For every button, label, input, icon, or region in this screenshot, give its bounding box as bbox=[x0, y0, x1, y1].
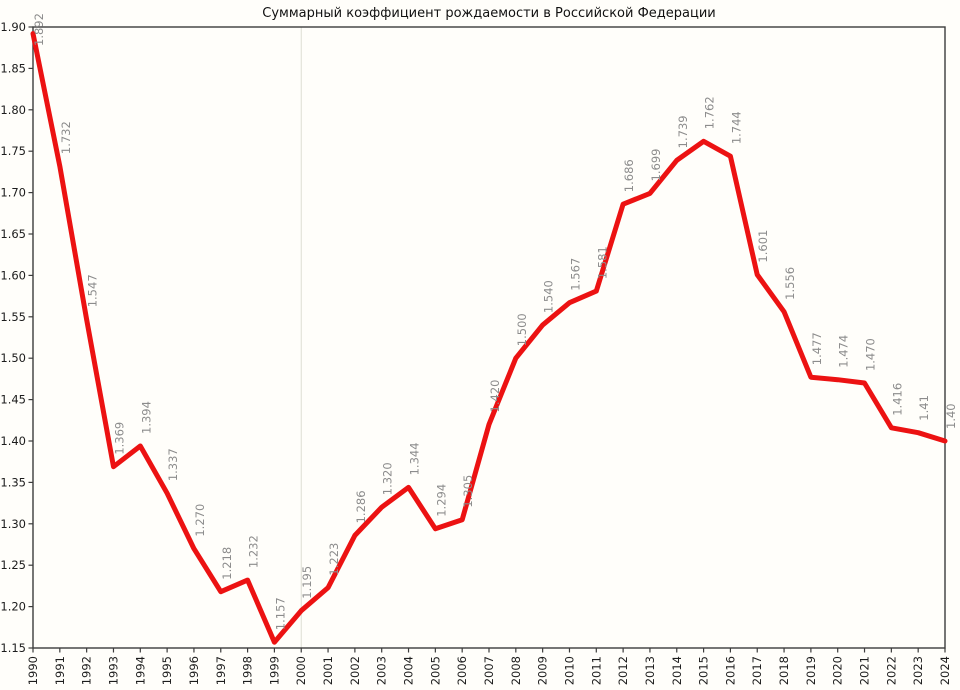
x-tick-label: 2004 bbox=[402, 656, 416, 685]
point-value-label: 1.344 bbox=[408, 442, 422, 475]
x-tick-label: 1997 bbox=[214, 656, 228, 685]
point-value-label: 1.394 bbox=[139, 401, 153, 434]
point-value-label: 1.337 bbox=[166, 448, 180, 481]
point-value-label: 1.474 bbox=[837, 335, 851, 368]
y-tick-label: 1.60 bbox=[0, 268, 26, 282]
x-tick-label: 1990 bbox=[26, 656, 40, 685]
x-tick-label: 2013 bbox=[643, 656, 657, 685]
x-tick-label: 1996 bbox=[187, 656, 201, 685]
point-value-label: 1.286 bbox=[354, 490, 368, 523]
line-series bbox=[30, 31, 948, 645]
x-tick-label: 2017 bbox=[750, 656, 764, 685]
y-tick-label: 1.30 bbox=[0, 517, 26, 531]
y-tick-label: 1.85 bbox=[0, 61, 26, 75]
x-tick-label: 2018 bbox=[777, 656, 791, 685]
y-tick-label: 1.50 bbox=[0, 351, 26, 365]
x-tick-label: 1993 bbox=[106, 656, 120, 685]
point-value-label: 1.699 bbox=[649, 148, 663, 181]
x-tick-label: 2001 bbox=[321, 656, 335, 685]
x-tick-label: 2024 bbox=[938, 656, 952, 685]
x-tick-label: 2002 bbox=[348, 656, 362, 685]
point-value-label: 1.218 bbox=[220, 547, 234, 580]
point-value-label: 1.305 bbox=[461, 475, 475, 508]
y-tick-label: 1.45 bbox=[0, 393, 26, 407]
x-tick-label: 2019 bbox=[804, 656, 818, 685]
x-tick-label: 2008 bbox=[509, 656, 523, 685]
point-value-label: 1.477 bbox=[810, 332, 824, 365]
x-tick-label: 1999 bbox=[267, 656, 281, 685]
x-tick-label: 2014 bbox=[670, 656, 684, 685]
x-tick-label: 2023 bbox=[911, 656, 925, 685]
point-value-label: 1.500 bbox=[515, 313, 529, 346]
point-value-label: 1.41 bbox=[917, 395, 931, 421]
y-tick-label: 1.75 bbox=[0, 144, 26, 158]
y-tick-label: 1.90 bbox=[0, 20, 26, 34]
point-value-label: 1.232 bbox=[247, 535, 261, 568]
x-tick-label: 2003 bbox=[375, 656, 389, 685]
x-tick-label: 2010 bbox=[562, 656, 576, 685]
point-value-label: 1.540 bbox=[542, 280, 556, 313]
x-tick-label: 2011 bbox=[589, 656, 603, 685]
x-tick-label: 2020 bbox=[831, 656, 845, 685]
y-tick-label: 1.55 bbox=[0, 310, 26, 324]
x-tick-label: 2015 bbox=[697, 656, 711, 685]
x-tick-label: 2012 bbox=[616, 656, 630, 685]
point-value-label: 1.762 bbox=[703, 96, 717, 129]
axes-layer: 1.15 1.20 1.25 1.30 1.35 1.40 1.45 1.50 1.55 1.60… bbox=[0, 20, 952, 685]
point-value-label: 1.270 bbox=[193, 504, 207, 537]
x-tick-label: 2006 bbox=[455, 656, 469, 685]
point-value-label: 1.294 bbox=[434, 484, 448, 517]
point-value-label: 1.320 bbox=[381, 462, 395, 495]
point-value-label: 1.547 bbox=[86, 274, 100, 307]
point-value-label: 1.601 bbox=[756, 230, 770, 263]
y-tick-label: 1.70 bbox=[0, 186, 26, 200]
x-tick-label: 1994 bbox=[133, 656, 147, 685]
chart-title: Суммарный коэффициент рождаемости в Росс… bbox=[262, 6, 715, 21]
point-value-label: 1.223 bbox=[327, 543, 341, 576]
y-tick-label: 1.80 bbox=[0, 103, 26, 117]
x-tick-label: 2016 bbox=[723, 656, 737, 685]
point-value-label: 1.470 bbox=[864, 338, 878, 371]
y-tick-label: 1.40 bbox=[0, 434, 26, 448]
point-value-label: 1.744 bbox=[729, 111, 743, 144]
y-tick-label: 1.20 bbox=[0, 600, 26, 614]
x-tick-label: 1995 bbox=[160, 656, 174, 685]
y-tick-label: 1.65 bbox=[0, 227, 26, 241]
plot-border bbox=[32, 26, 946, 649]
x-tick-label: 2021 bbox=[858, 656, 872, 685]
x-tick-label: 2022 bbox=[884, 656, 898, 685]
point-value-label: 1.732 bbox=[59, 121, 73, 154]
x-tick-label: 1991 bbox=[53, 656, 67, 685]
point-value-label: 1.567 bbox=[568, 258, 582, 291]
point-value-label: 1.157 bbox=[273, 597, 287, 630]
point-value-label: 1.581 bbox=[595, 246, 609, 279]
point-value-label: 1.40 bbox=[944, 403, 958, 429]
point-value-label: 1.195 bbox=[300, 566, 314, 599]
y-tick-label: 1.35 bbox=[0, 475, 26, 489]
point-value-label: 1.416 bbox=[890, 383, 904, 416]
point-value-label: 1.739 bbox=[676, 115, 690, 148]
point-value-label: 1.556 bbox=[783, 267, 797, 300]
x-tick-label: 1998 bbox=[241, 656, 255, 685]
point-label-layer: 1.892 1.732 1.547 1.369 1.394 1.337 1.270 1.218… bbox=[32, 13, 958, 630]
point-value-label: 1.420 bbox=[488, 380, 502, 413]
fertility-line bbox=[30, 31, 948, 645]
x-tick-label: 2000 bbox=[294, 656, 308, 685]
point-value-label: 1.369 bbox=[112, 422, 126, 455]
y-tick-label: 1.15 bbox=[0, 641, 26, 655]
point-value-label: 1.892 bbox=[32, 13, 46, 46]
y-tick-label: 1.25 bbox=[0, 558, 26, 572]
point-value-label: 1.686 bbox=[622, 159, 636, 192]
x-tick-label: 2009 bbox=[536, 656, 550, 685]
x-tick-label: 1992 bbox=[80, 656, 94, 685]
x-tick-label: 2005 bbox=[428, 656, 442, 685]
x-tick-label: 2007 bbox=[482, 656, 496, 685]
